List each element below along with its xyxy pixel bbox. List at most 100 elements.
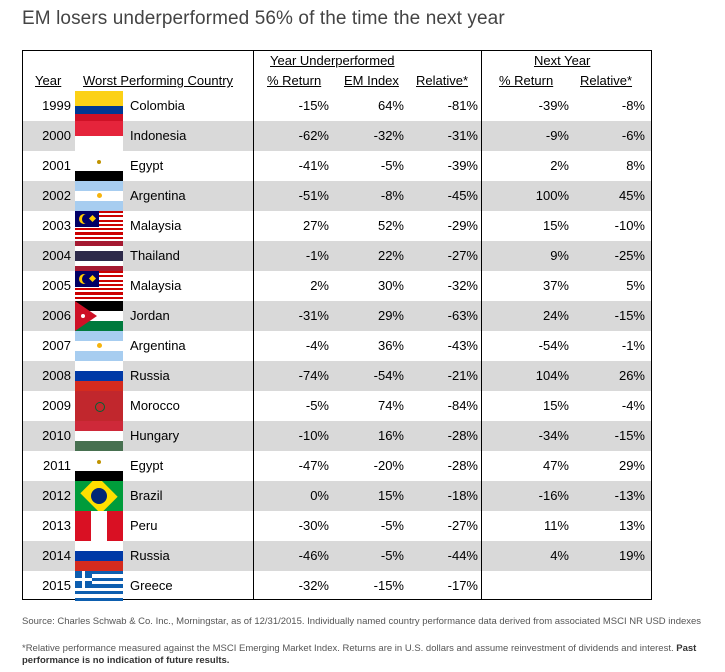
- table-row: 2009 Morocco -5% 74% -84% 15% -4%: [23, 391, 651, 421]
- year-cell: 2005: [42, 278, 71, 293]
- year-cell: 2004: [42, 248, 71, 263]
- return-cell: -15%: [298, 98, 329, 113]
- relative-cell: -45%: [447, 188, 478, 203]
- relative-cell: -31%: [447, 128, 478, 143]
- country-cell: Malaysia: [130, 278, 182, 293]
- argentina-flag-icon: [75, 331, 123, 361]
- table-row: 2007 Argentina -4% 36% -43% -54% -1%: [23, 331, 651, 361]
- table-row: 2000 Indonesia -62% -32% -31% -9% -6%: [23, 121, 651, 151]
- em-index-cell: -54%: [373, 368, 404, 383]
- next-return-cell: 100%: [535, 188, 569, 203]
- next-relative-cell: -15%: [614, 308, 645, 323]
- relative-cell: -39%: [447, 158, 478, 173]
- em-index-cell: 30%: [377, 278, 404, 293]
- country-cell: Russia: [130, 368, 170, 383]
- col-header-next-relative: Relative*: [580, 73, 633, 88]
- return-cell: -1%: [305, 248, 329, 263]
- footer-note-text: *Relative performance measured against t…: [22, 643, 674, 654]
- relative-cell: -28%: [447, 428, 478, 443]
- return-cell: -62%: [298, 128, 329, 143]
- em-index-cell: -5%: [380, 548, 404, 563]
- group-header-year-underperformed: Year Underperformed: [270, 53, 395, 68]
- col-header-next-return: % Return: [499, 73, 554, 88]
- year-cell: 2007: [42, 338, 71, 353]
- year-cell: 2010: [42, 428, 71, 443]
- year-cell: 2013: [42, 518, 71, 533]
- country-cell: Morocco: [130, 398, 180, 413]
- em-index-cell: 36%: [377, 338, 404, 353]
- table-row: 2004 Thailand -1% 22% -27% 9% -25%: [23, 241, 651, 271]
- return-cell: -46%: [298, 548, 329, 563]
- year-cell: 2009: [42, 398, 71, 413]
- country-cell: Thailand: [130, 248, 180, 263]
- table-row: 2011 Egypt -47% -20% -28% 47% 29%: [23, 451, 651, 481]
- country-cell: Egypt: [130, 158, 164, 173]
- colombia-flag-icon: [75, 91, 123, 121]
- next-return-cell: -9%: [545, 128, 569, 143]
- relative-cell: -63%: [447, 308, 478, 323]
- country-cell: Russia: [130, 548, 170, 563]
- relative-cell: -32%: [447, 278, 478, 293]
- footer-disclaimer: Past performance is no indication of fut…: [22, 643, 697, 666]
- return-cell: 0%: [310, 488, 329, 503]
- year-cell: 2002: [42, 188, 71, 203]
- em-index-cell: 74%: [377, 398, 404, 413]
- year-cell: 2008: [42, 368, 71, 383]
- next-return-cell: -16%: [538, 488, 569, 503]
- country-cell: Greece: [130, 578, 173, 593]
- year-cell: 2003: [42, 218, 71, 233]
- em-index-cell: 29%: [377, 308, 404, 323]
- next-return-cell: 4%: [550, 548, 569, 563]
- thailand-flag-icon: [75, 241, 123, 271]
- em-index-cell: 64%: [377, 98, 404, 113]
- next-relative-cell: 13%: [618, 518, 645, 533]
- return-cell: -74%: [298, 368, 329, 383]
- em-index-cell: 15%: [377, 488, 404, 503]
- next-return-cell: -54%: [538, 338, 569, 353]
- next-return-cell: 37%: [542, 278, 569, 293]
- year-cell: 2001: [42, 158, 71, 173]
- return-cell: 27%: [302, 218, 329, 233]
- next-return-cell: 104%: [535, 368, 569, 383]
- next-return-cell: 15%: [542, 398, 569, 413]
- table-row: 2010 Hungary -10% 16% -28% -34% -15%: [23, 421, 651, 451]
- next-return-cell: -34%: [538, 428, 569, 443]
- country-cell: Jordan: [130, 308, 170, 323]
- table-row: 2006 Jordan -31% 29% -63% 24% -15%: [23, 301, 651, 331]
- em-index-cell: -8%: [380, 188, 404, 203]
- peru-flag-icon: [75, 511, 123, 541]
- col-header-relative: Relative*: [416, 73, 469, 88]
- col-header-em-index: EM Index: [344, 73, 399, 88]
- relative-cell: -44%: [447, 548, 478, 563]
- next-return-cell: 2%: [550, 158, 569, 173]
- year-cell: 2011: [43, 458, 71, 473]
- country-cell: Indonesia: [130, 128, 187, 143]
- return-cell: -31%: [298, 308, 329, 323]
- year-cell: 2006: [42, 308, 71, 323]
- next-return-cell: -39%: [538, 98, 569, 113]
- relative-cell: -29%: [447, 218, 478, 233]
- next-relative-cell: 45%: [618, 188, 645, 203]
- return-cell: -4%: [305, 338, 329, 353]
- hungary-flag-icon: [75, 421, 123, 451]
- return-cell: -5%: [305, 398, 329, 413]
- indonesia-flag-icon: [75, 121, 123, 151]
- relative-cell: -84%: [447, 398, 478, 413]
- next-relative-cell: 19%: [618, 548, 645, 563]
- footer-source: Source: Charles Schwab & Co. Inc., Morni…: [22, 616, 702, 627]
- performance-table: Year Underperformed Next Year Year Worst…: [22, 50, 652, 601]
- year-cell: 2014: [42, 548, 71, 563]
- table-row: 2005 Malaysia 2% 30% -32% 37% 5%: [23, 271, 651, 301]
- brazil-flag-icon: [75, 481, 123, 511]
- next-relative-cell: -1%: [621, 338, 645, 353]
- table-row: 2003 Malaysia 27% 52% -29% 15% -10%: [23, 211, 651, 241]
- argentina-flag-icon: [75, 181, 123, 211]
- relative-cell: -21%: [447, 368, 478, 383]
- next-relative-cell: 29%: [618, 458, 645, 473]
- relative-cell: -28%: [447, 458, 478, 473]
- next-relative-cell: -10%: [614, 218, 645, 233]
- return-cell: -47%: [298, 458, 329, 473]
- table-row: 2014 Russia -46% -5% -44% 4% 19%: [23, 541, 651, 571]
- next-relative-cell: -8%: [621, 98, 645, 113]
- country-cell: Colombia: [130, 98, 185, 113]
